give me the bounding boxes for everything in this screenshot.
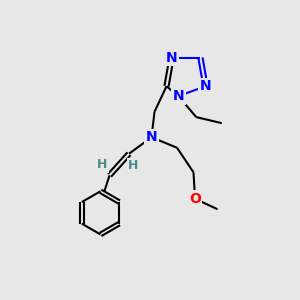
Text: N: N (200, 79, 211, 93)
Text: O: O (189, 192, 201, 206)
Text: H: H (128, 159, 139, 172)
Text: N: N (166, 51, 177, 65)
Text: H: H (97, 158, 107, 171)
Text: N: N (146, 130, 157, 144)
Text: N: N (172, 89, 184, 103)
